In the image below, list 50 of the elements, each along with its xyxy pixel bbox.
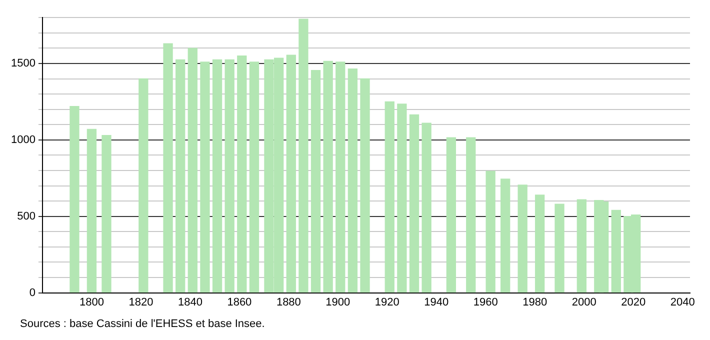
bar [409,114,420,293]
x-tick-label: 1840 [178,296,202,308]
bar [286,54,296,293]
x-tick-label: 1960 [473,296,498,308]
bar [336,62,346,293]
source-note: Sources : base Cassini de l'EHESS et base Insee. [20,318,266,330]
bar [249,62,260,293]
bar [446,137,456,293]
bar [360,78,370,293]
bar [188,48,198,293]
bar [518,184,528,293]
x-tick-label: 1820 [128,296,154,308]
bar [102,134,112,293]
bar [237,55,247,293]
bar [298,18,308,293]
bar [466,137,476,293]
y-tick-label: 1500 [10,58,36,70]
bar [500,178,510,293]
x-tick-label: 1800 [79,296,104,308]
x-tick-label: 1920 [374,296,400,308]
x-tick-label: 1860 [227,296,252,308]
bar [224,59,234,293]
x-tick-label: 2020 [621,296,646,308]
bar [611,210,621,293]
y-tick-label: 500 [17,210,36,222]
bar [86,128,97,293]
bar [422,122,432,293]
bar [310,70,321,293]
bar [486,170,496,293]
x-tick-label: 2000 [572,296,596,308]
bar [554,204,564,293]
bar [323,60,333,293]
bar [576,199,586,293]
bar [384,101,394,293]
x-tick-label: 1900 [326,296,350,308]
bar [534,194,545,293]
bar [138,78,148,293]
x-tick-label: 2040 [670,296,695,308]
y-tick-label: 1000 [10,134,36,146]
bar [348,68,358,293]
x-tick-label: 1940 [424,296,449,308]
x-tick-label: 1880 [276,296,301,308]
y-tick-label: 0 [29,286,36,299]
bar [397,104,407,293]
bar [176,59,186,293]
bar [200,62,210,293]
bar [163,43,173,293]
x-tick-label: 1980 [522,296,548,308]
bar [212,59,222,293]
bar [70,106,80,293]
